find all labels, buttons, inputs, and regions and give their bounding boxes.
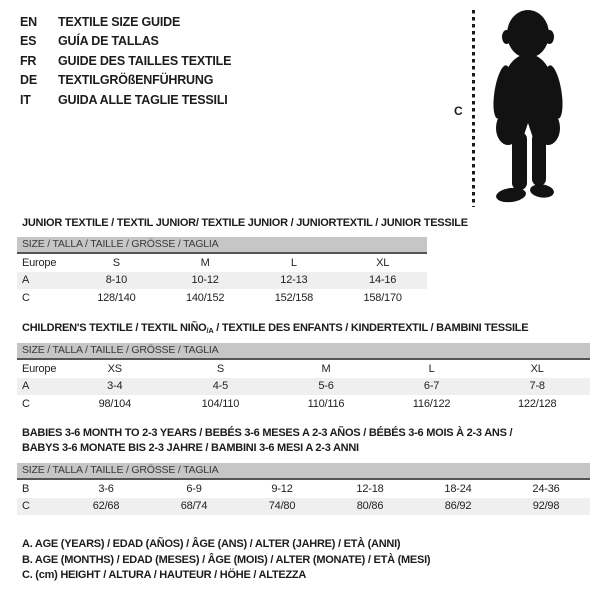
table-row: C 62/68 68/74 74/80 80/86 86/92 92/98 xyxy=(17,497,590,515)
table-cell: C xyxy=(22,397,30,410)
height-marker-label: C xyxy=(454,104,463,118)
table-cell: 98/104 xyxy=(98,397,132,410)
table-cell: 62/68 xyxy=(62,497,150,515)
table-cell: M xyxy=(200,256,210,269)
size-table-babies: BABIES 3-6 MONTH TO 2-3 YEARS / BEBÉS 3-… xyxy=(17,426,590,515)
baby-silhouette-icon xyxy=(493,10,563,203)
table-title: CHILDREN'S TEXTILE / TEXTIL NIÑO/A / TEX… xyxy=(22,322,590,335)
baby-silhouette xyxy=(481,6,575,215)
table-cell: XL xyxy=(376,256,390,269)
table-cell: 158/170 xyxy=(363,291,402,304)
size-header-bar: SIZE / TALLA / TAILLE / GRÖSSE / TAGLIA xyxy=(17,237,427,254)
table-title-line2: BABYS 3-6 MONATE BIS 2-3 JAHRE / BAMBINI… xyxy=(22,442,359,454)
legend-line-a: A. AGE (YEARS) / EDAD (AÑOS) / ÂGE (ANS)… xyxy=(22,538,401,550)
table-cell: C xyxy=(22,291,30,304)
size-table-children: CHILDREN'S TEXTILE / TEXTIL NIÑO/A / TEX… xyxy=(17,322,590,413)
table-cell: C xyxy=(17,497,62,515)
language-header: EN TEXTILE SIZE GUIDE ES GUÍA DE TALLAS … xyxy=(20,13,231,110)
language-row: FR GUIDE DES TAILLES TEXTILE xyxy=(20,52,231,71)
language-label: GUIDA ALLE TAGLIE TESSILI xyxy=(58,92,228,107)
language-row: ES GUÍA DE TALLAS xyxy=(20,32,231,51)
table-cell: M xyxy=(321,362,331,375)
table-cell: 3-4 xyxy=(62,377,168,395)
table-cell: 92/98 xyxy=(502,497,590,515)
language-code: DE xyxy=(20,73,37,88)
table-cell: 74/80 xyxy=(238,497,326,515)
table-cell: 8-10 xyxy=(72,271,161,289)
table-row: Europe S M L XL xyxy=(17,254,427,272)
table-cell: 14-16 xyxy=(338,271,427,289)
table-cell: 7-8 xyxy=(484,377,590,395)
size-header-bar: SIZE / TALLA / TAILLE / GRÖSSE / TAGLIA xyxy=(17,343,590,360)
table-cell: 116/122 xyxy=(412,397,451,410)
table-cell: S xyxy=(216,362,224,375)
table-cell: A xyxy=(17,377,62,395)
table-cell: B xyxy=(22,482,30,495)
table-cell: 3-6 xyxy=(98,482,114,495)
table-cell: 122/128 xyxy=(518,397,557,410)
table-cell: 6-9 xyxy=(186,482,202,495)
table-cell: 4-5 xyxy=(167,377,274,395)
table-title-subscript: /A xyxy=(206,326,214,335)
language-row: DE TEXTILGRÖßENFÜHRUNG xyxy=(20,71,231,90)
table-title: BABIES 3-6 MONTH TO 2-3 YEARS / BEBÉS 3-… xyxy=(22,426,590,456)
table-cell: 6-7 xyxy=(378,377,485,395)
table-row: C 98/104 104/110 110/116 116/122 122/128 xyxy=(17,395,590,413)
table-cell: Europe xyxy=(22,362,57,375)
table-row: B 3-6 6-9 9-12 12-18 18-24 24-36 xyxy=(17,480,590,498)
babies-size-table: B 3-6 6-9 9-12 12-18 18-24 24-36 C 62/68… xyxy=(17,480,590,515)
table-cell: 12-18 xyxy=(356,482,384,495)
table-row: C 128/140 140/152 152/158 158/170 xyxy=(17,289,427,307)
table-row: Europe XS S M L XL xyxy=(17,360,590,378)
children-size-table: Europe XS S M L XL A 3-4 4-5 5-6 6-7 7-8… xyxy=(17,360,590,413)
table-cell: 110/116 xyxy=(307,397,345,410)
table-cell: 5-6 xyxy=(273,377,379,395)
table-cell: 86/92 xyxy=(414,497,502,515)
table-cell: 80/86 xyxy=(326,497,414,515)
table-cell: 152/158 xyxy=(274,291,314,304)
language-label: GUIDE DES TAILLES TEXTILE xyxy=(58,53,232,68)
language-row: EN TEXTILE SIZE GUIDE xyxy=(20,13,231,32)
language-label: GUÍA DE TALLAS xyxy=(58,34,159,49)
table-row: A 3-4 4-5 5-6 6-7 7-8 xyxy=(17,377,590,395)
table-title-part1: CHILDREN'S TEXTILE / TEXTIL NIÑO xyxy=(22,322,207,334)
size-header-bar: SIZE / TALLA / TAILLE / GRÖSSE / TAGLIA xyxy=(17,463,590,480)
junior-size-table: Europe S M L XL A 8-10 10-12 12-13 14-16… xyxy=(17,254,427,307)
measurement-legend: A. AGE (YEARS) / EDAD (AÑOS) / ÂGE (ANS)… xyxy=(22,537,431,584)
language-code: ES xyxy=(20,34,37,49)
table-cell: 10-12 xyxy=(160,271,250,289)
table-title-part2: / TEXTILE DES ENFANTS / KINDERTEXTIL / B… xyxy=(213,322,529,334)
table-cell: 68/74 xyxy=(150,497,238,515)
table-cell: Europe xyxy=(22,256,57,269)
language-label: TEXTILGRÖßENFÜHRUNG xyxy=(58,73,214,88)
table-cell: 9-12 xyxy=(271,482,293,495)
table-cell: L xyxy=(290,256,297,269)
height-dashed-line xyxy=(472,10,475,207)
table-cell: L xyxy=(428,362,435,375)
table-cell: 24-36 xyxy=(532,482,560,495)
table-cell: 140/152 xyxy=(185,291,225,304)
table-title: JUNIOR TEXTILE / TEXTIL JUNIOR/ TEXTILE … xyxy=(22,217,468,229)
table-title-line1: BABIES 3-6 MONTH TO 2-3 YEARS / BEBÉS 3-… xyxy=(22,427,513,439)
table-cell: 18-24 xyxy=(444,482,472,495)
table-cell: XS xyxy=(107,362,122,375)
table-cell: S xyxy=(112,256,120,269)
language-code: FR xyxy=(20,53,37,68)
table-cell: A xyxy=(17,271,72,289)
table-row: A 8-10 10-12 12-13 14-16 xyxy=(17,271,427,289)
legend-line-b: B. AGE (MONTHS) / EDAD (MESES) / ÂGE (MO… xyxy=(22,553,431,566)
table-cell: XL xyxy=(530,362,544,375)
language-row: IT GUIDA ALLE TAGLIE TESSILI xyxy=(20,91,231,110)
legend-line-c: C. (cm) HEIGHT / ALTURA / HAUTEUR / HÖHE… xyxy=(22,569,307,582)
table-cell: 104/110 xyxy=(201,397,240,410)
table-cell: 12-13 xyxy=(249,271,339,289)
language-label: TEXTILE SIZE GUIDE xyxy=(58,15,181,29)
language-code: IT xyxy=(20,92,31,107)
size-table-junior: JUNIOR TEXTILE / TEXTIL JUNIOR/ TEXTILE … xyxy=(17,217,468,307)
language-code: EN xyxy=(20,15,37,29)
table-cell: 128/140 xyxy=(97,291,136,304)
